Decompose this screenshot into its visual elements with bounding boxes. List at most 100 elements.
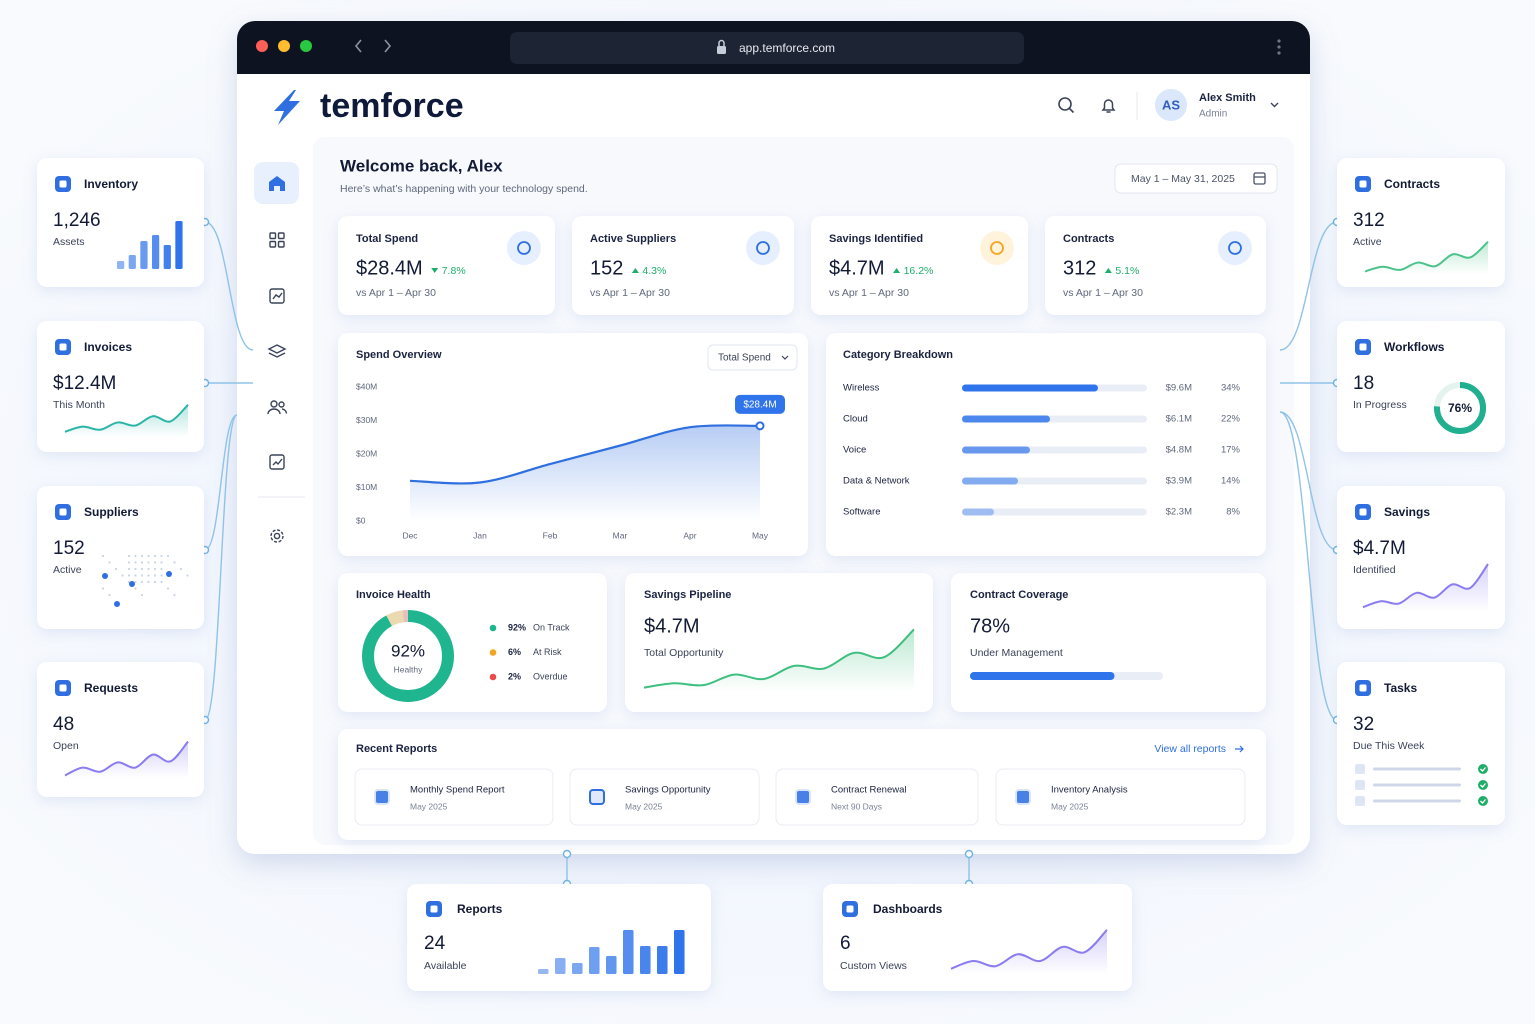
panel-title: Invoice Health xyxy=(356,589,431,601)
mini-bar xyxy=(657,946,668,974)
donut-value: 92% xyxy=(391,641,425,660)
report-title: Contract Renewal xyxy=(831,785,907,796)
y-tick-label: $30M xyxy=(356,415,377,425)
date-picker[interactable] xyxy=(1114,163,1278,194)
x-tick-label: May xyxy=(752,530,769,540)
mini-bar xyxy=(140,241,148,269)
map-dot xyxy=(166,587,170,590)
widget-value: 18 xyxy=(1353,373,1374,394)
map-dot xyxy=(140,593,144,597)
widget-label: Due This Week xyxy=(1353,740,1425,752)
user-role: Admin xyxy=(1199,109,1227,120)
widget-title: Requests xyxy=(84,681,138,695)
widget-card xyxy=(1337,158,1505,287)
widget-title: Suppliers xyxy=(84,505,139,519)
forward-button[interactable] xyxy=(384,39,392,53)
kpi-period: vs Apr 1 – Apr 30 xyxy=(356,287,436,299)
mini-bar xyxy=(163,245,171,269)
category-share: 8% xyxy=(1226,507,1240,518)
x-tick-label: Mar xyxy=(613,530,628,540)
trend-line xyxy=(643,628,915,689)
widget-value: 1,246 xyxy=(53,210,101,231)
avatar[interactable] xyxy=(1155,89,1187,121)
lock-icon xyxy=(717,39,726,54)
map-dot xyxy=(153,574,157,577)
map-dot xyxy=(160,561,163,564)
nav-reports[interactable] xyxy=(269,454,285,470)
widget-value: 24 xyxy=(424,933,446,954)
window-close[interactable] xyxy=(256,40,268,52)
connector-node xyxy=(562,849,572,859)
check-line xyxy=(1373,799,1461,803)
category-share: 22% xyxy=(1221,414,1241,425)
widget-label: Assets xyxy=(53,236,85,248)
report-item[interactable] xyxy=(775,768,979,826)
map-dot xyxy=(134,574,137,577)
widget-value: $12.4M xyxy=(53,373,116,394)
trend-line xyxy=(64,740,189,777)
icon-glyph xyxy=(1359,180,1367,188)
map-dot xyxy=(147,554,150,558)
kpi-period: vs Apr 1 – Apr 30 xyxy=(829,287,909,299)
category-share: 14% xyxy=(1221,476,1241,487)
kpi-icon-bg xyxy=(1218,231,1252,265)
window-minimize[interactable] xyxy=(278,40,290,52)
report-item[interactable] xyxy=(995,768,1246,826)
check-line xyxy=(1373,783,1461,787)
category-name: Software xyxy=(843,507,881,518)
map-dot xyxy=(160,580,163,584)
widget-title: Workflows xyxy=(1384,340,1445,354)
nav-dashboard[interactable] xyxy=(269,232,285,248)
check-mark xyxy=(1480,783,1486,788)
dropdown[interactable] xyxy=(707,344,798,371)
user-menu-toggle[interactable] xyxy=(1270,102,1279,108)
legend-dot xyxy=(489,624,497,632)
widget-title: Reports xyxy=(457,902,503,916)
map-dot xyxy=(140,554,144,558)
welcome-subtitle: Here’s what’s happening with your techno… xyxy=(340,183,588,195)
kpi-card xyxy=(338,216,555,315)
report-title: Monthly Spend Report xyxy=(410,785,505,796)
panel-title: Savings Pipeline xyxy=(644,589,731,601)
last-point xyxy=(755,421,765,431)
nav-analytics[interactable] xyxy=(269,288,285,304)
map-dot xyxy=(140,574,144,577)
nav-layers[interactable] xyxy=(267,344,287,358)
mini-bar xyxy=(538,969,549,974)
window-maximize[interactable] xyxy=(300,40,312,52)
trend-area xyxy=(1363,564,1488,612)
notifications-button[interactable] xyxy=(1101,99,1116,113)
metric-label: Total Opportunity xyxy=(644,647,724,659)
map-dot xyxy=(160,567,163,571)
search-button[interactable] xyxy=(1058,97,1075,114)
widget-value: $4.7M xyxy=(1353,538,1406,559)
widget-label: In Progress xyxy=(1353,399,1407,411)
menu-button[interactable] xyxy=(1277,39,1281,55)
back-button[interactable] xyxy=(354,39,362,53)
user-name: Alex Smith xyxy=(1199,92,1256,104)
map-dot xyxy=(108,561,111,564)
report-item[interactable] xyxy=(569,768,760,826)
map-dot xyxy=(140,567,144,571)
trend-line xyxy=(1362,563,1489,609)
nav-suppliers[interactable] xyxy=(267,400,288,415)
widget-label: This Month xyxy=(53,399,105,411)
widget-label: Active xyxy=(1353,236,1382,248)
nav-home[interactable] xyxy=(269,176,285,191)
view-all-link[interactable]: View all reports xyxy=(1154,743,1226,755)
widget-value: 312 xyxy=(1353,210,1385,231)
map-pin xyxy=(114,601,120,607)
kpi-value: 152 xyxy=(590,257,623,279)
nav-settings[interactable] xyxy=(270,529,284,543)
kpi-card xyxy=(1045,216,1266,315)
address-bar[interactable] xyxy=(510,32,1024,64)
legend-label: Overdue xyxy=(533,671,568,681)
category-amount: $2.3M xyxy=(1166,507,1192,518)
y-tick-label: $10M xyxy=(356,482,377,492)
report-item[interactable] xyxy=(354,768,554,826)
widget-label: Identified xyxy=(1353,564,1396,576)
category-share: 34% xyxy=(1221,383,1241,394)
bar-track xyxy=(962,508,1147,516)
map-dot xyxy=(173,561,176,564)
bar xyxy=(962,446,1030,454)
